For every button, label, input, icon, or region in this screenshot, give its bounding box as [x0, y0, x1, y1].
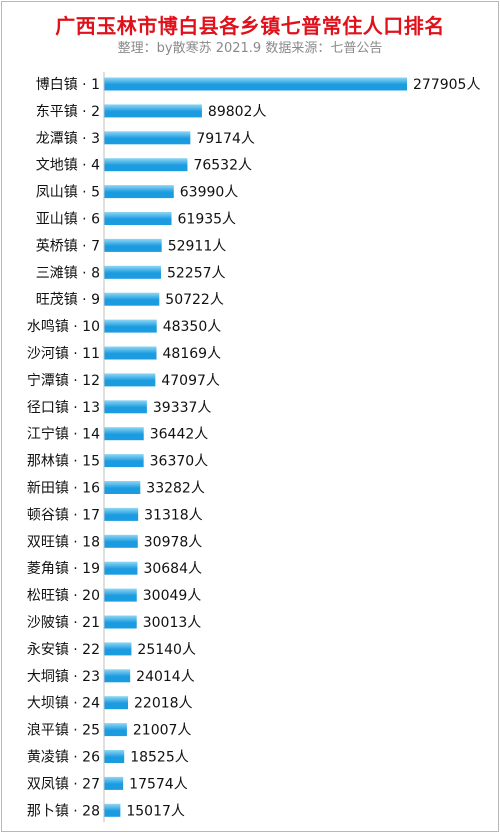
bar [104, 238, 162, 252]
category-label: 大坝镇 · 24 [27, 696, 100, 712]
category-label: 双凤镇 · 27 [27, 776, 100, 792]
category-label: 双旺镇 · 18 [27, 534, 100, 550]
data-label: 63990人 [180, 185, 239, 201]
data-label: 25140人 [137, 642, 196, 658]
bar [104, 481, 141, 494]
category-label: 永安镇 · 22 [27, 642, 100, 658]
bar [104, 319, 157, 333]
category-label: 凤山镇 · 5 [36, 185, 100, 201]
bar [104, 212, 172, 225]
bar [104, 669, 131, 683]
category-label: 宁潭镇 · 12 [27, 372, 100, 389]
data-label: 30049人 [143, 588, 202, 604]
data-label: 277905人 [413, 77, 480, 93]
bar [104, 507, 139, 521]
bar [104, 292, 160, 306]
category-label: 大垌镇 · 23 [27, 669, 100, 685]
bar [104, 185, 174, 199]
category-label: 三滩镇 · 8 [36, 265, 100, 281]
category-label: 江宁镇 · 14 [27, 426, 100, 443]
data-label: 48169人 [163, 346, 222, 362]
bar [104, 158, 188, 172]
data-label: 21007人 [133, 723, 192, 739]
category-label: 顿谷镇 · 17 [27, 507, 100, 523]
data-label: 52257人 [167, 265, 226, 281]
chart-title: 广西玉林市博白县各乡镇七普常住人口排名 [55, 14, 445, 38]
data-label: 39337人 [153, 400, 212, 416]
bar [104, 400, 147, 414]
data-label: 30978人 [144, 534, 203, 550]
bar [104, 588, 137, 602]
bar [104, 77, 407, 91]
category-label: 浪平镇 · 25 [27, 723, 100, 739]
data-label: 22018人 [134, 696, 193, 712]
bar [104, 131, 191, 145]
bar [104, 696, 129, 710]
data-label: 31318人 [144, 507, 203, 523]
data-label: 15017人 [126, 803, 185, 819]
bar [104, 642, 132, 656]
bar [104, 534, 138, 548]
data-label: 33282人 [146, 481, 205, 497]
data-label: 17574人 [129, 776, 188, 792]
category-label: 那卜镇 · 28 [27, 803, 100, 819]
bar [104, 803, 121, 817]
data-label: 36442人 [150, 427, 209, 443]
category-label: 松旺镇 · 20 [27, 588, 100, 604]
data-label: 48350人 [163, 319, 222, 335]
bar [104, 750, 125, 763]
bar [104, 776, 124, 790]
data-label: 24014人 [136, 669, 195, 685]
category-label: 亚山镇 · 6 [36, 212, 100, 228]
data-label: 89802人 [208, 104, 267, 120]
category-label: 文地镇 · 4 [36, 158, 100, 174]
category-label: 沙河镇 · 11 [27, 346, 100, 362]
data-label: 50722人 [165, 292, 224, 308]
bar [104, 265, 161, 279]
data-label: 18525人 [130, 750, 189, 766]
category-label: 那林镇 · 15 [27, 454, 100, 470]
category-label: 黄凌镇 · 26 [27, 749, 100, 766]
data-label: 61935人 [178, 212, 237, 228]
bar [104, 615, 137, 629]
bar [104, 346, 157, 360]
bar [104, 427, 144, 441]
bar [104, 723, 127, 737]
category-label: 龙潭镇 · 3 [36, 130, 100, 147]
bar [104, 454, 144, 468]
category-label: 径口镇 · 13 [27, 400, 100, 416]
data-label: 30013人 [143, 615, 202, 631]
bar [104, 104, 202, 118]
category-label: 菱角镇 · 19 [27, 561, 100, 577]
data-label: 52911人 [168, 238, 227, 254]
data-label: 30684人 [143, 561, 202, 577]
bar [104, 561, 138, 575]
category-label: 新田镇 · 16 [27, 481, 100, 497]
bar [104, 373, 156, 387]
data-label: 36370人 [150, 454, 209, 470]
category-label: 旺茂镇 · 9 [36, 291, 100, 308]
category-label: 东平镇 · 2 [36, 104, 100, 120]
category-label: 博白镇 · 1 [36, 76, 100, 93]
data-label: 76532人 [193, 158, 252, 174]
category-label: 沙陂镇 · 21 [27, 615, 100, 631]
category-label: 水鸣镇 · 10 [27, 318, 100, 335]
data-label: 79174人 [196, 131, 255, 147]
data-label: 47097人 [161, 373, 220, 389]
category-label: 英桥镇 · 7 [36, 237, 100, 254]
chart-subtitle: 整理：by散寒苏 2021.9 数据来源：七普公告 [117, 41, 383, 56]
